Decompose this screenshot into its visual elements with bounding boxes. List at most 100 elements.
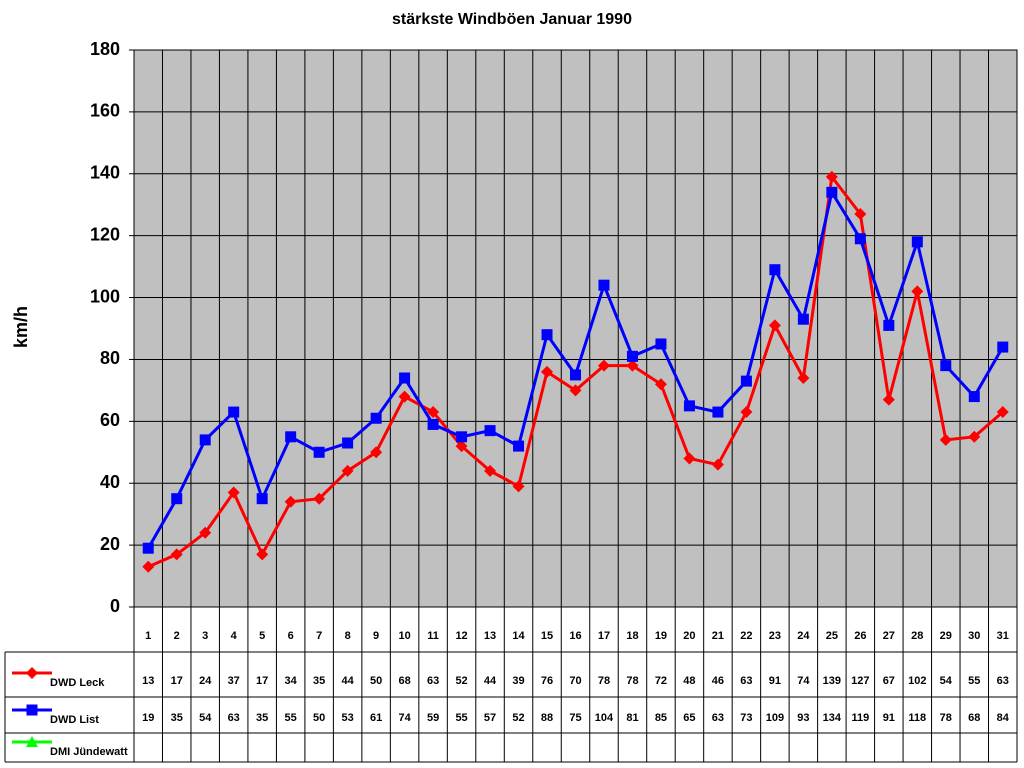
data-point bbox=[654, 378, 667, 391]
x-tick-label: 3 bbox=[202, 630, 208, 642]
table-value: 17 bbox=[256, 675, 268, 687]
data-point bbox=[399, 372, 411, 384]
y-tick-label: 140 bbox=[90, 163, 120, 183]
table-value: 70 bbox=[569, 675, 581, 687]
data-point bbox=[570, 369, 581, 381]
table-value: 59 bbox=[427, 712, 439, 724]
x-tick-label: 16 bbox=[569, 630, 581, 642]
table-value: 63 bbox=[712, 712, 724, 724]
table-value: 35 bbox=[256, 712, 268, 724]
data-point bbox=[142, 542, 154, 554]
x-tick-label: 22 bbox=[740, 630, 752, 642]
x-tick-label: 25 bbox=[826, 630, 838, 642]
table-value: 54 bbox=[199, 712, 212, 724]
table-value: 85 bbox=[655, 712, 667, 724]
table-value: 68 bbox=[398, 675, 410, 687]
data-point bbox=[655, 338, 667, 350]
table-value: 102 bbox=[908, 675, 926, 687]
table-value: 48 bbox=[683, 675, 695, 687]
legend-label: DWD List bbox=[50, 714, 99, 726]
data-point bbox=[997, 341, 1009, 353]
data-point bbox=[968, 430, 981, 443]
x-tick-label: 21 bbox=[712, 630, 724, 642]
table-value: 81 bbox=[626, 712, 638, 724]
table-value: 134 bbox=[823, 712, 842, 724]
x-tick-label: 6 bbox=[288, 630, 294, 642]
x-tick-label: 30 bbox=[968, 630, 980, 642]
table-value: 119 bbox=[851, 712, 869, 724]
table-value: 88 bbox=[541, 712, 553, 724]
table-value: 76 bbox=[541, 675, 553, 687]
table-value: 63 bbox=[997, 675, 1009, 687]
y-tick-label: 100 bbox=[90, 286, 120, 306]
table-value: 93 bbox=[797, 712, 809, 724]
x-tick-label: 23 bbox=[769, 630, 781, 642]
data-point bbox=[569, 384, 582, 397]
table-value: 53 bbox=[342, 712, 354, 724]
table-value: 55 bbox=[968, 675, 980, 687]
x-tick-label: 17 bbox=[598, 630, 610, 642]
data-point bbox=[285, 431, 297, 443]
data-point bbox=[342, 437, 354, 449]
y-tick-label: 40 bbox=[100, 472, 120, 492]
x-tick-label: 4 bbox=[231, 630, 238, 642]
data-point bbox=[227, 486, 240, 499]
table-value: 109 bbox=[766, 712, 784, 724]
table-value: 118 bbox=[908, 712, 926, 724]
table-value: 78 bbox=[626, 675, 638, 687]
data-point bbox=[484, 464, 497, 477]
y-axis-label: km/h bbox=[11, 306, 31, 348]
legend-label: DWD Leck bbox=[50, 677, 105, 689]
y-tick-label: 0 bbox=[110, 596, 120, 616]
data-point bbox=[313, 492, 326, 505]
data-point bbox=[711, 458, 724, 471]
y-tick-label: 80 bbox=[100, 348, 120, 368]
y-tick-label: 160 bbox=[90, 101, 120, 121]
data-point bbox=[768, 319, 781, 332]
table-value: 44 bbox=[484, 675, 497, 687]
x-tick-label: 29 bbox=[940, 630, 952, 642]
data-point bbox=[341, 464, 354, 477]
data-point bbox=[284, 495, 297, 508]
table-value: 61 bbox=[370, 712, 382, 724]
x-tick-label: 12 bbox=[455, 630, 467, 642]
data-point bbox=[513, 440, 525, 452]
table-value: 50 bbox=[370, 675, 382, 687]
table-value: 44 bbox=[342, 675, 355, 687]
x-tick-label: 28 bbox=[911, 630, 923, 642]
x-tick-label: 24 bbox=[797, 630, 810, 642]
table-value: 52 bbox=[455, 675, 467, 687]
x-tick-label: 2 bbox=[174, 630, 180, 642]
y-tick-label: 120 bbox=[90, 224, 120, 244]
legend-marker bbox=[26, 736, 38, 747]
table-value: 55 bbox=[455, 712, 467, 724]
table-value: 63 bbox=[740, 675, 752, 687]
data-point bbox=[940, 360, 952, 372]
table-value: 74 bbox=[797, 675, 810, 687]
table-value: 17 bbox=[171, 675, 183, 687]
data-point bbox=[427, 418, 439, 430]
y-tick-label: 60 bbox=[100, 410, 120, 430]
data-point bbox=[626, 359, 639, 372]
table-value: 68 bbox=[968, 712, 980, 724]
data-point bbox=[882, 393, 895, 406]
data-point bbox=[769, 264, 781, 276]
x-tick-label: 18 bbox=[626, 630, 638, 642]
data-point bbox=[683, 400, 695, 412]
y-tick-label: 20 bbox=[100, 534, 120, 554]
data-point bbox=[797, 372, 810, 385]
data-point bbox=[854, 233, 866, 245]
data-point bbox=[170, 548, 183, 561]
table-value: 65 bbox=[683, 712, 695, 724]
table-value: 54 bbox=[940, 675, 953, 687]
data-point bbox=[199, 434, 211, 446]
x-tick-label: 10 bbox=[398, 630, 410, 642]
x-tick-label: 8 bbox=[345, 630, 351, 642]
table-value: 19 bbox=[142, 712, 154, 724]
x-tick-label: 7 bbox=[316, 630, 322, 642]
x-tick-label: 1 bbox=[145, 630, 151, 642]
data-point bbox=[370, 412, 382, 424]
data-point bbox=[683, 452, 696, 465]
table-value: 74 bbox=[398, 712, 411, 724]
